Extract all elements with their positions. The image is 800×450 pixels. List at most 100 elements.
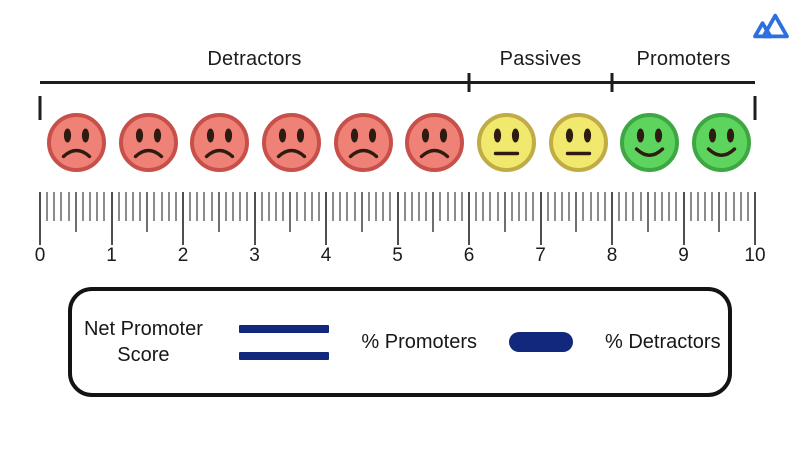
ruler-tick-minor	[639, 192, 642, 221]
ruler-tick-minor	[367, 192, 370, 221]
segment-label-detractors: Detractors	[207, 48, 302, 70]
passive-face	[475, 111, 538, 174]
ruler-tick-minor	[653, 192, 656, 221]
ruler-tick-minor	[725, 192, 728, 221]
detractor-face	[45, 111, 108, 174]
segment-bracket: Detractors Passives Promoters	[40, 48, 755, 96]
ruler-tick-minor	[410, 192, 413, 221]
ruler-tick-minor	[417, 192, 420, 221]
ruler-tick-minor	[489, 192, 492, 221]
detractor-face	[332, 111, 395, 174]
segment-divider	[610, 73, 614, 92]
ruler-tick-half	[146, 192, 149, 232]
ruler-number-7: 7	[535, 245, 546, 266]
ruler-tick-minor	[453, 192, 456, 221]
ruler-tick-major	[110, 192, 113, 245]
ruler-tick-minor	[246, 192, 249, 221]
ruler-tick-minor	[668, 192, 671, 221]
ruler-tick-minor	[189, 192, 192, 221]
ruler-tick-minor	[203, 192, 206, 221]
ruler-tick-major	[682, 192, 685, 245]
ruler-tick-minor	[625, 192, 628, 221]
ruler-tick-minor	[560, 192, 563, 221]
ruler-tick-minor	[117, 192, 120, 221]
ruler-tick-minor	[689, 192, 692, 221]
promoters-term: % Promoters	[361, 330, 477, 353]
ruler-tick-minor	[353, 192, 356, 221]
equals-icon	[239, 324, 330, 360]
detractor-face	[188, 111, 251, 174]
ruler-tick-minor	[532, 192, 535, 221]
ruler-tick-major	[539, 192, 542, 245]
ruler-tick-minor	[661, 192, 664, 221]
ruler-tick-half	[432, 192, 435, 232]
ruler-tick-half	[217, 192, 220, 232]
segment-divider	[467, 73, 471, 92]
ruler-tick-minor	[210, 192, 213, 221]
ruler-number-10: 10	[744, 245, 766, 266]
scale-end-markers	[38, 96, 757, 120]
ruler-tick-half	[503, 192, 506, 232]
ruler-tick-minor	[589, 192, 592, 221]
ruler-tick-minor	[303, 192, 306, 221]
ruler-tick-minor	[81, 192, 84, 221]
scale-end-marker-left	[38, 96, 42, 120]
ruler-tick-minor	[596, 192, 599, 221]
ruler-tick-major	[182, 192, 184, 245]
ruler-tick-minor	[317, 192, 320, 221]
ruler-tick-major	[325, 192, 327, 245]
passive-face	[547, 111, 610, 174]
ruler-number-2: 2	[177, 245, 189, 266]
ruler-numbers: 0 1 2 3 4 5 6 7 8 9 10	[35, 245, 766, 267]
ruler-tick-half	[646, 192, 649, 232]
ruler-tick-minor	[496, 192, 499, 221]
ruler-tick-half	[575, 192, 578, 232]
detractor-face	[403, 111, 466, 174]
ruler-number-6: 6	[463, 245, 475, 266]
faces-row	[45, 111, 753, 174]
ruler-tick-major	[253, 192, 256, 245]
equals-bar-bottom	[239, 351, 330, 360]
ruler-tick-minor	[124, 192, 127, 221]
ruler-tick-major	[396, 192, 399, 245]
bracket-line	[40, 81, 755, 84]
ruler-tick-major	[39, 192, 41, 245]
ruler-tick-minor	[568, 192, 571, 221]
ruler	[39, 192, 756, 246]
segment-label-passives: Passives	[499, 48, 582, 70]
ruler-tick-minor	[546, 192, 549, 221]
ruler-tick-minor	[232, 192, 235, 221]
nps-result-label: Net Promoter Score	[83, 318, 203, 366]
ruler-tick-minor	[425, 192, 428, 221]
ruler-tick-minor	[60, 192, 63, 221]
ruler-tick-minor	[267, 192, 270, 221]
ruler-tick-minor	[332, 192, 335, 221]
ruler-tick-minor	[711, 192, 714, 221]
ruler-tick-minor	[382, 192, 385, 221]
ruler-tick-minor	[260, 192, 263, 221]
ruler-tick-half	[74, 192, 77, 232]
minus-icon	[509, 332, 573, 352]
ruler-number-0: 0	[34, 245, 46, 266]
ruler-tick-minor	[239, 192, 242, 221]
segment-label-promoters: Promoters	[636, 48, 731, 70]
ruler-tick-half	[718, 192, 721, 232]
detractor-face	[117, 111, 180, 174]
ruler-tick-minor	[603, 192, 606, 221]
ruler-tick-minor	[46, 192, 49, 221]
ruler-tick-minor	[103, 192, 106, 221]
ruler-tick-minor	[282, 192, 285, 221]
ruler-tick-minor	[618, 192, 621, 221]
mailmodo-logo-icon	[753, 13, 789, 39]
ruler-tick-minor	[582, 192, 585, 221]
ruler-tick-minor	[525, 192, 528, 221]
ruler-tick-minor	[375, 192, 378, 221]
ruler-tick-minor	[153, 192, 156, 221]
ruler-tick-minor	[96, 192, 99, 221]
ruler-tick-minor	[475, 192, 478, 221]
ruler-tick-minor	[403, 192, 406, 221]
ruler-number-8: 8	[606, 245, 618, 266]
ruler-tick-major	[611, 192, 613, 245]
ruler-tick-minor	[174, 192, 177, 221]
ruler-tick-minor	[553, 192, 556, 221]
